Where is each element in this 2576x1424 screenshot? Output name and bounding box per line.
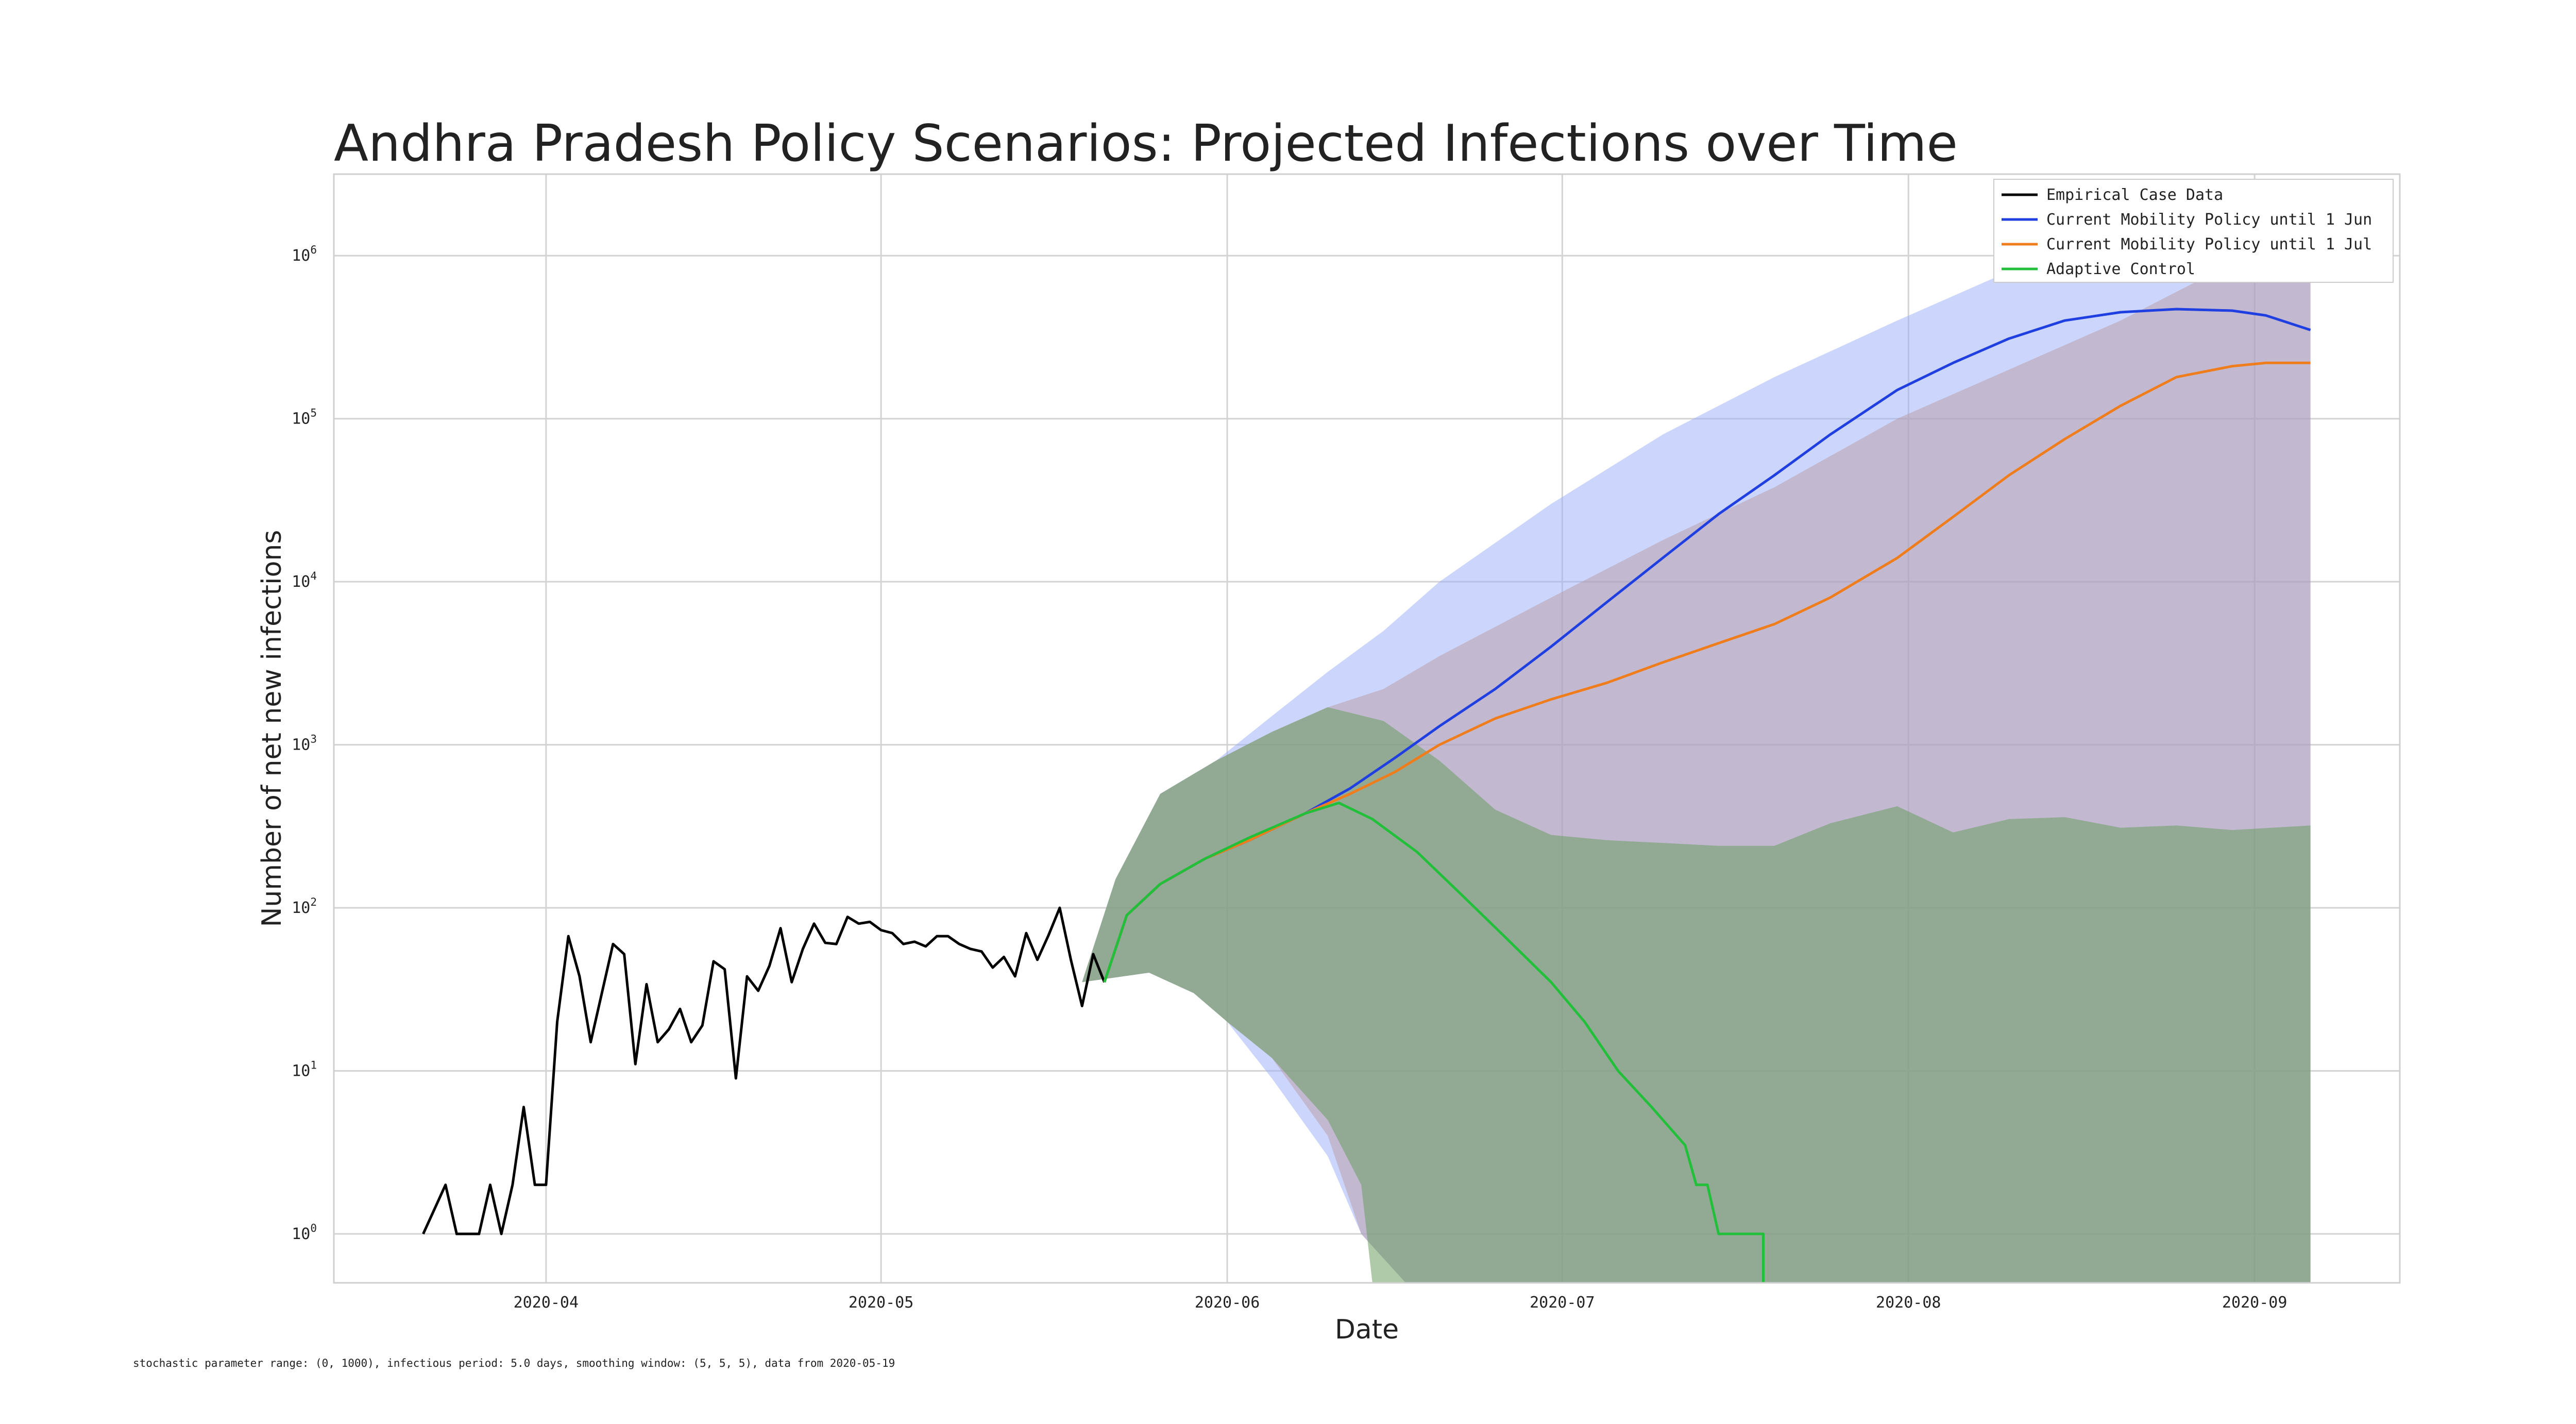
y-tick-label: 104 (292, 570, 317, 591)
x-axis-label: Date (1335, 1314, 1399, 1345)
legend-label: Current Mobility Policy until 1 Jun (2046, 211, 2372, 229)
y-tick-label: 102 (292, 896, 317, 917)
x-axis-ticks: 2020-04 2020-05 2020-06 2020-07 2020-08 2020-… (514, 1294, 2287, 1312)
y-axis-ticks: 100 101 102 103 104 105 106 (292, 244, 317, 1243)
x-tick-label: 2020-08 (1876, 1294, 1941, 1312)
prediction-bands (1082, 237, 2311, 1283)
band-adaptive-control (1082, 707, 2311, 1283)
chart-title: Andhra Pradesh Policy Scenarios: Project… (334, 114, 1958, 173)
y-tick-label: 106 (292, 244, 317, 265)
legend-label: Empirical Case Data (2046, 186, 2223, 204)
footnote: stochastic parameter range: (0, 1000), i… (133, 1357, 895, 1369)
legend-label: Adaptive Control (2046, 260, 2195, 278)
y-tick-label: 103 (292, 733, 317, 754)
y-tick-label: 105 (292, 407, 317, 428)
y-axis-label: Number of net new infections (257, 530, 287, 927)
legend-label: Current Mobility Policy until 1 Jul (2046, 235, 2372, 253)
plot-frame (333, 173, 2401, 1284)
x-tick-label: 2020-06 (1195, 1294, 1260, 1312)
line-adaptive-control (1103, 801, 1765, 1283)
legend: Empirical Case Data Current Mobility Poli… (1993, 179, 2394, 283)
line-current-mobility-policy-until-1-jul (1103, 361, 2311, 983)
legend-box (1993, 179, 2394, 283)
series-lines (422, 308, 2311, 1283)
x-tick-label: 2020-09 (2222, 1294, 2287, 1312)
x-tick-label: 2020-05 (849, 1294, 913, 1312)
line-empirical-case-data (422, 906, 1106, 1235)
x-tick-label: 2020-07 (1530, 1294, 1595, 1312)
y-tick-label: 101 (292, 1059, 317, 1080)
x-tick-label: 2020-04 (514, 1294, 579, 1312)
y-tick-label: 100 (292, 1222, 317, 1243)
